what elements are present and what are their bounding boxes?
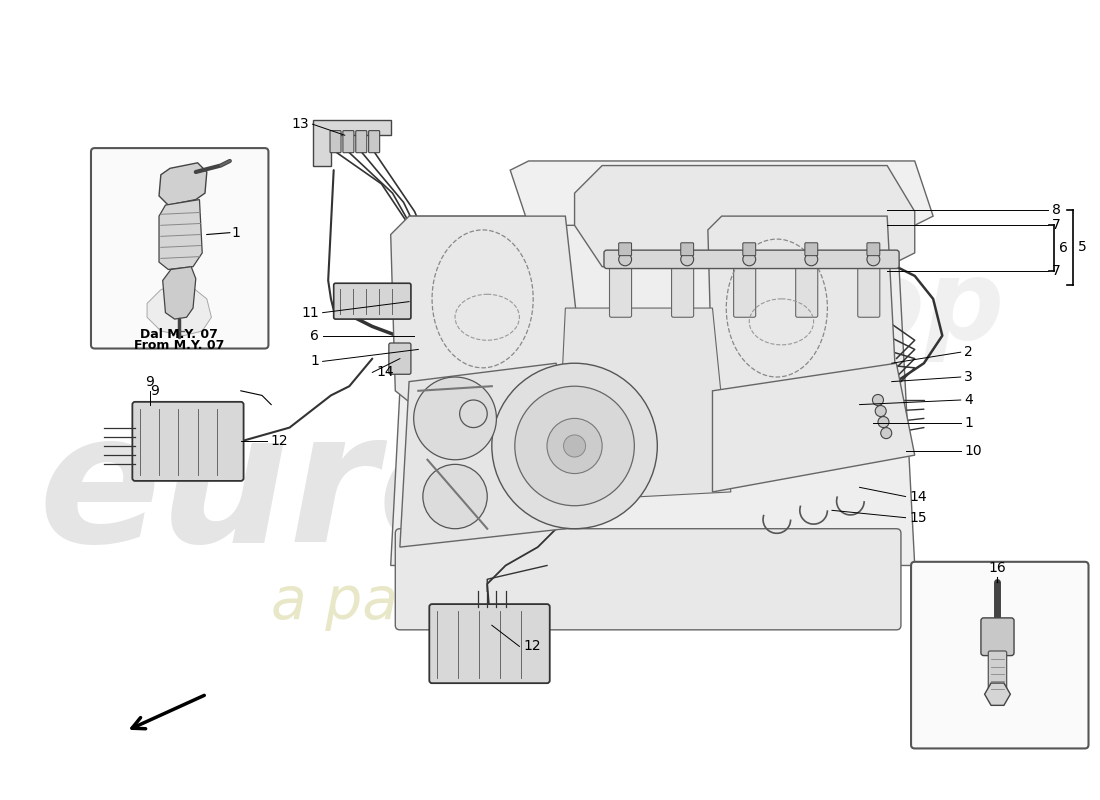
Circle shape bbox=[878, 417, 889, 427]
Text: 11: 11 bbox=[301, 306, 319, 320]
Circle shape bbox=[563, 435, 585, 457]
Text: 1: 1 bbox=[232, 226, 241, 240]
FancyBboxPatch shape bbox=[395, 529, 901, 630]
Circle shape bbox=[515, 386, 635, 506]
Text: 6: 6 bbox=[1059, 242, 1068, 255]
Text: 7: 7 bbox=[1052, 264, 1060, 278]
Polygon shape bbox=[984, 683, 1011, 706]
Text: 7: 7 bbox=[1052, 218, 1060, 232]
Text: 14: 14 bbox=[376, 366, 394, 379]
FancyBboxPatch shape bbox=[988, 651, 1007, 696]
FancyBboxPatch shape bbox=[742, 242, 756, 256]
Circle shape bbox=[681, 253, 694, 266]
FancyBboxPatch shape bbox=[805, 242, 817, 256]
Polygon shape bbox=[160, 163, 207, 205]
FancyBboxPatch shape bbox=[132, 402, 243, 481]
Polygon shape bbox=[574, 166, 915, 266]
Text: 16: 16 bbox=[989, 561, 1006, 574]
FancyBboxPatch shape bbox=[368, 130, 379, 153]
Circle shape bbox=[881, 427, 892, 438]
FancyBboxPatch shape bbox=[343, 130, 354, 153]
Text: 5: 5 bbox=[1078, 240, 1086, 254]
Circle shape bbox=[547, 418, 602, 474]
Polygon shape bbox=[160, 199, 202, 270]
Circle shape bbox=[805, 253, 817, 266]
Text: 12: 12 bbox=[271, 434, 288, 448]
Circle shape bbox=[876, 406, 887, 417]
FancyBboxPatch shape bbox=[981, 618, 1014, 655]
Text: 14: 14 bbox=[910, 490, 927, 503]
Text: 9: 9 bbox=[150, 384, 158, 398]
Circle shape bbox=[867, 253, 880, 266]
Polygon shape bbox=[510, 161, 933, 226]
FancyBboxPatch shape bbox=[867, 242, 880, 256]
Circle shape bbox=[872, 394, 883, 406]
Polygon shape bbox=[390, 216, 915, 566]
Circle shape bbox=[422, 464, 487, 529]
Polygon shape bbox=[713, 363, 915, 492]
FancyBboxPatch shape bbox=[609, 258, 631, 318]
Polygon shape bbox=[557, 308, 730, 501]
FancyBboxPatch shape bbox=[333, 283, 411, 319]
Text: 1: 1 bbox=[310, 354, 319, 368]
Text: europ: europ bbox=[39, 404, 632, 580]
FancyBboxPatch shape bbox=[795, 258, 817, 318]
Circle shape bbox=[742, 253, 756, 266]
Circle shape bbox=[492, 363, 658, 529]
Text: europ: europ bbox=[640, 254, 1005, 362]
Text: 8: 8 bbox=[1052, 202, 1060, 217]
Text: 10: 10 bbox=[965, 443, 982, 458]
FancyBboxPatch shape bbox=[355, 130, 366, 153]
Text: 4: 4 bbox=[965, 393, 974, 407]
Polygon shape bbox=[400, 363, 565, 547]
FancyBboxPatch shape bbox=[618, 242, 631, 256]
FancyBboxPatch shape bbox=[681, 242, 694, 256]
FancyBboxPatch shape bbox=[330, 130, 341, 153]
Text: 2: 2 bbox=[965, 345, 974, 359]
FancyBboxPatch shape bbox=[858, 258, 880, 318]
Text: Dal M.Y. 07: Dal M.Y. 07 bbox=[141, 328, 218, 342]
Circle shape bbox=[460, 400, 487, 427]
FancyBboxPatch shape bbox=[734, 258, 756, 318]
Text: a passion...: a passion... bbox=[271, 574, 603, 630]
FancyBboxPatch shape bbox=[429, 604, 550, 683]
Circle shape bbox=[414, 377, 496, 460]
FancyBboxPatch shape bbox=[672, 258, 694, 318]
FancyBboxPatch shape bbox=[911, 562, 1089, 749]
Text: 3: 3 bbox=[965, 370, 974, 384]
Polygon shape bbox=[312, 119, 390, 166]
Text: 12: 12 bbox=[524, 639, 541, 654]
Text: 6: 6 bbox=[310, 329, 319, 342]
FancyBboxPatch shape bbox=[91, 148, 268, 349]
Polygon shape bbox=[708, 216, 896, 418]
Text: 9: 9 bbox=[145, 375, 154, 389]
Text: 1: 1 bbox=[965, 416, 974, 430]
Text: From M.Y. 07: From M.Y. 07 bbox=[134, 339, 224, 352]
Polygon shape bbox=[163, 266, 196, 319]
FancyBboxPatch shape bbox=[389, 343, 411, 374]
Circle shape bbox=[618, 253, 631, 266]
Polygon shape bbox=[147, 285, 211, 336]
FancyBboxPatch shape bbox=[604, 250, 899, 269]
Polygon shape bbox=[390, 216, 584, 409]
Text: 13: 13 bbox=[292, 117, 309, 131]
Text: 15: 15 bbox=[910, 510, 927, 525]
